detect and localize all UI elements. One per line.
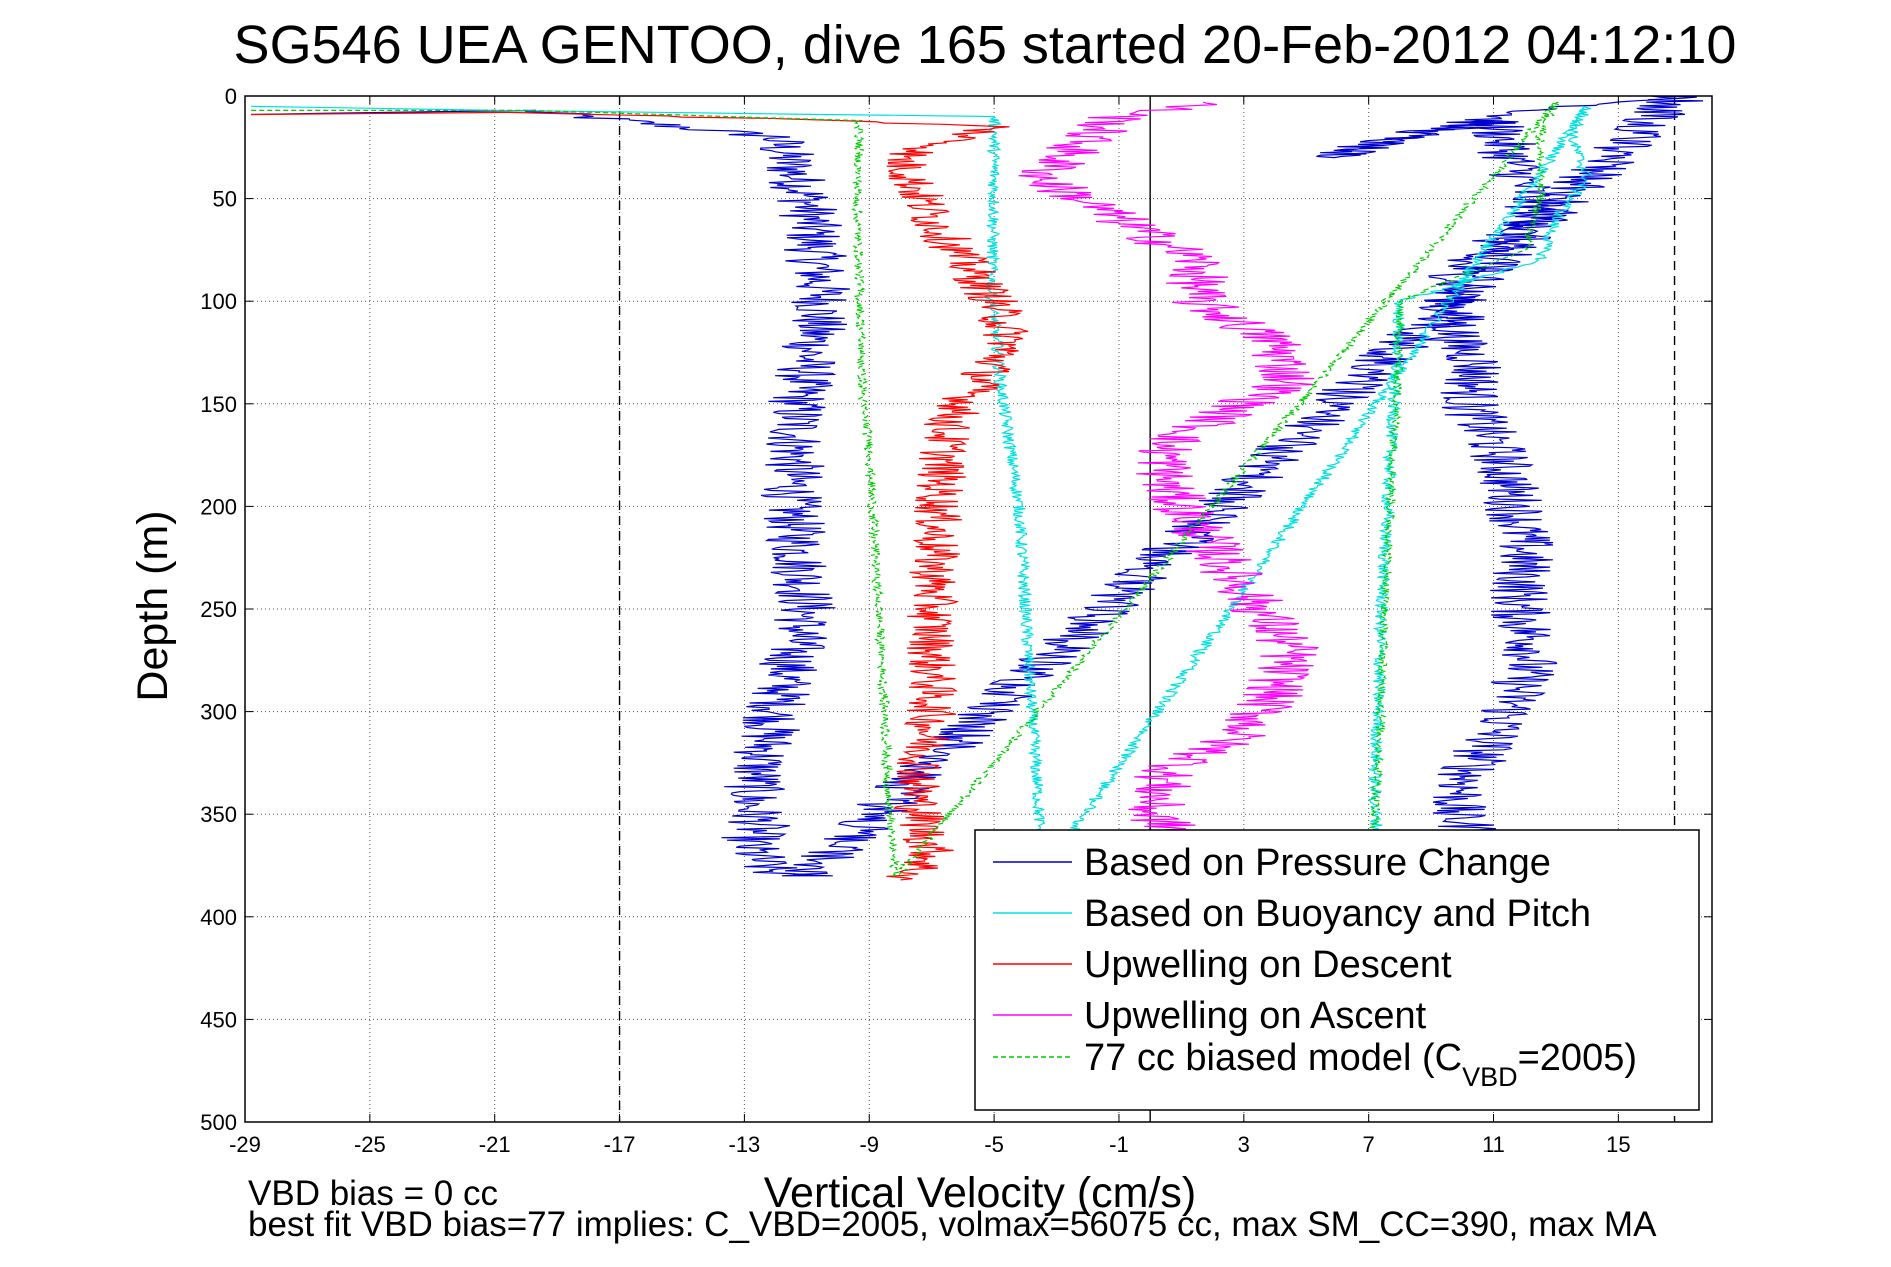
x-tick-label: 3 <box>1238 1132 1250 1157</box>
series-line-0 <box>251 95 1704 877</box>
x-tick-label: -5 <box>984 1132 1004 1157</box>
y-tick-label: 400 <box>200 905 237 930</box>
legend: Based on Pressure Change Based on Buoyanc… <box>974 829 1700 1111</box>
legend-box <box>974 829 1700 1111</box>
chart-title: SG546 UEA GENTOO, dive 165 started 20-Fe… <box>234 15 1737 75</box>
y-tick-label: 0 <box>225 84 237 109</box>
vbd-bias-note: VBD bias = 0 cc <box>248 1174 498 1213</box>
series-line-4 <box>251 101 1560 877</box>
legend-label-1: Based on Buoyancy and Pitch <box>1084 893 1591 935</box>
x-tick-label: 15 <box>1606 1132 1630 1157</box>
y-tick-label: 50 <box>213 187 237 212</box>
best-fit-note: best fit VBD bias=77 implies: C_VBD=2005… <box>248 1205 1657 1244</box>
x-tick-label: 7 <box>1363 1132 1375 1157</box>
x-ticks: -29 -25 -21 -17 -13 -9 -5 -1 3 7 11 15 <box>229 96 1631 1157</box>
series-line-1 <box>251 105 1593 877</box>
y-tick-label: 450 <box>200 1007 237 1032</box>
legend-label-4: 77 cc biased model (CVBD=2005) <box>1084 1037 1637 1092</box>
y-tick-label: 350 <box>200 802 237 827</box>
x-tick-label: -29 <box>229 1132 261 1157</box>
series-line-2 <box>251 111 1029 881</box>
x-tick-label: -13 <box>729 1132 761 1157</box>
x-tick-label: -21 <box>479 1132 511 1157</box>
series-line-3 <box>1018 101 1320 836</box>
y-axis-label: Depth (m) <box>129 510 177 701</box>
y-tick-label: 100 <box>200 289 237 314</box>
y-tick-label: 200 <box>200 494 237 519</box>
legend-label-2: Upwelling on Descent <box>1084 944 1452 986</box>
y-tick-label: 500 <box>200 1110 237 1135</box>
plot-area <box>251 95 1704 881</box>
y-tick-label: 250 <box>200 597 237 622</box>
y-tick-label: 300 <box>200 700 237 725</box>
legend-label-3: Upwelling on Ascent <box>1084 995 1427 1037</box>
y-tick-label: 150 <box>200 392 237 417</box>
x-tick-label: -1 <box>1109 1132 1129 1157</box>
legend-label-0: Based on Pressure Change <box>1084 842 1551 884</box>
x-tick-label: 11 <box>1482 1132 1505 1157</box>
x-axis-label: Vertical Velocity (cm/s) <box>764 1169 1197 1217</box>
x-tick-label: -9 <box>859 1132 879 1157</box>
y-ticks: 0 50 100 150 200 250 300 350 400 450 500 <box>200 84 1712 1135</box>
x-tick-label: -25 <box>354 1132 386 1157</box>
x-tick-label: -17 <box>604 1132 636 1157</box>
